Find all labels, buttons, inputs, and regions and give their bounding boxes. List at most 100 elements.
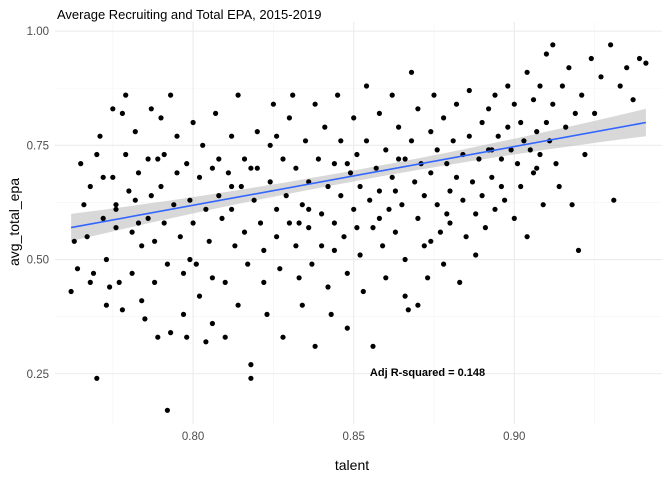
y-tick-labels: 0.25 0.50 0.75 1.00 bbox=[27, 26, 49, 381]
data-point bbox=[232, 243, 238, 249]
x-tick-label: 0.80 bbox=[182, 431, 204, 443]
data-point bbox=[325, 183, 331, 190]
data-point bbox=[280, 156, 286, 162]
data-point bbox=[598, 74, 604, 80]
data-point bbox=[97, 133, 103, 139]
data-point bbox=[290, 92, 296, 98]
data-point bbox=[444, 211, 450, 217]
data-point bbox=[380, 243, 386, 249]
data-point bbox=[274, 133, 280, 139]
data-point bbox=[107, 284, 113, 290]
data-point bbox=[582, 151, 588, 158]
data-point bbox=[370, 343, 376, 349]
r-squared-annotation: Adj R-squared = 0.148 bbox=[370, 367, 485, 379]
data-point bbox=[341, 234, 347, 240]
data-point bbox=[473, 211, 479, 217]
data-point bbox=[123, 92, 129, 98]
data-point bbox=[251, 197, 257, 203]
data-point bbox=[367, 197, 373, 203]
data-point bbox=[100, 215, 106, 221]
data-point bbox=[148, 193, 154, 199]
data-point bbox=[74, 266, 81, 272]
data-point bbox=[248, 362, 254, 368]
data-point bbox=[155, 156, 161, 162]
data-point bbox=[331, 247, 337, 253]
data-point bbox=[315, 156, 321, 162]
data-point bbox=[286, 115, 292, 121]
data-point bbox=[168, 92, 174, 98]
data-point bbox=[370, 225, 376, 231]
data-point bbox=[283, 193, 289, 199]
data-point bbox=[267, 142, 273, 148]
data-point bbox=[389, 174, 395, 180]
data-point bbox=[376, 110, 382, 116]
y-tick-label: 0.50 bbox=[27, 255, 49, 267]
y-tick-label: 1.00 bbox=[27, 26, 49, 38]
data-point bbox=[543, 119, 550, 126]
data-point bbox=[213, 110, 219, 116]
data-point bbox=[274, 206, 280, 212]
data-point bbox=[139, 298, 145, 304]
data-point bbox=[402, 256, 408, 263]
data-point bbox=[164, 407, 170, 413]
data-point bbox=[225, 170, 231, 176]
data-point bbox=[518, 183, 524, 190]
data-point bbox=[630, 97, 636, 103]
data-point bbox=[486, 106, 492, 112]
data-point bbox=[344, 270, 350, 276]
data-point bbox=[113, 202, 119, 208]
data-point bbox=[447, 220, 453, 226]
data-point bbox=[527, 147, 533, 153]
data-point bbox=[511, 215, 517, 221]
data-point bbox=[588, 55, 594, 62]
data-point bbox=[498, 156, 504, 162]
data-point bbox=[360, 288, 366, 295]
data-point bbox=[309, 261, 315, 267]
data-point bbox=[524, 234, 530, 240]
data-point bbox=[94, 151, 100, 158]
data-point bbox=[81, 202, 87, 208]
data-point bbox=[354, 151, 360, 158]
data-point bbox=[216, 156, 222, 162]
data-point bbox=[444, 161, 450, 167]
data-point bbox=[408, 69, 415, 75]
data-point bbox=[322, 124, 328, 130]
data-point bbox=[421, 193, 427, 199]
data-point bbox=[508, 147, 514, 153]
data-point bbox=[415, 215, 421, 221]
data-point bbox=[123, 151, 129, 158]
data-point bbox=[241, 156, 248, 162]
data-point bbox=[537, 83, 543, 89]
data-point bbox=[206, 238, 212, 244]
data-point bbox=[261, 247, 267, 253]
data-point bbox=[572, 110, 578, 116]
data-point bbox=[357, 183, 363, 190]
data-point bbox=[319, 211, 325, 217]
data-point bbox=[569, 202, 575, 208]
data-point bbox=[617, 83, 623, 89]
data-point bbox=[351, 115, 357, 121]
data-point bbox=[270, 101, 276, 107]
data-point bbox=[126, 188, 132, 194]
data-point bbox=[437, 229, 443, 235]
data-point bbox=[412, 179, 418, 185]
data-point bbox=[148, 106, 154, 112]
data-point bbox=[408, 138, 415, 144]
data-point bbox=[331, 220, 337, 226]
data-point bbox=[643, 60, 649, 66]
data-point bbox=[100, 174, 106, 180]
data-point bbox=[556, 183, 562, 190]
data-point bbox=[530, 170, 537, 176]
data-point bbox=[235, 92, 241, 98]
data-point bbox=[184, 161, 190, 167]
data-point bbox=[428, 170, 434, 176]
data-point bbox=[550, 101, 556, 107]
data-point bbox=[196, 293, 203, 299]
data-point bbox=[209, 275, 215, 281]
data-point bbox=[190, 220, 196, 226]
data-point bbox=[392, 229, 398, 235]
data-point bbox=[135, 170, 142, 176]
data-point bbox=[540, 202, 546, 208]
data-point bbox=[498, 183, 504, 190]
data-point bbox=[235, 302, 241, 308]
